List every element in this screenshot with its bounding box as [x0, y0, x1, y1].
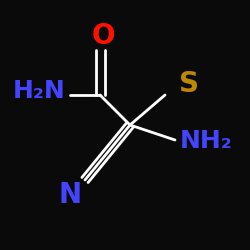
Text: NH₂: NH₂ [180, 129, 233, 153]
Text: O: O [92, 22, 116, 50]
Text: N: N [58, 181, 82, 209]
Text: H₂N: H₂N [12, 79, 65, 103]
Text: S: S [179, 70, 199, 98]
